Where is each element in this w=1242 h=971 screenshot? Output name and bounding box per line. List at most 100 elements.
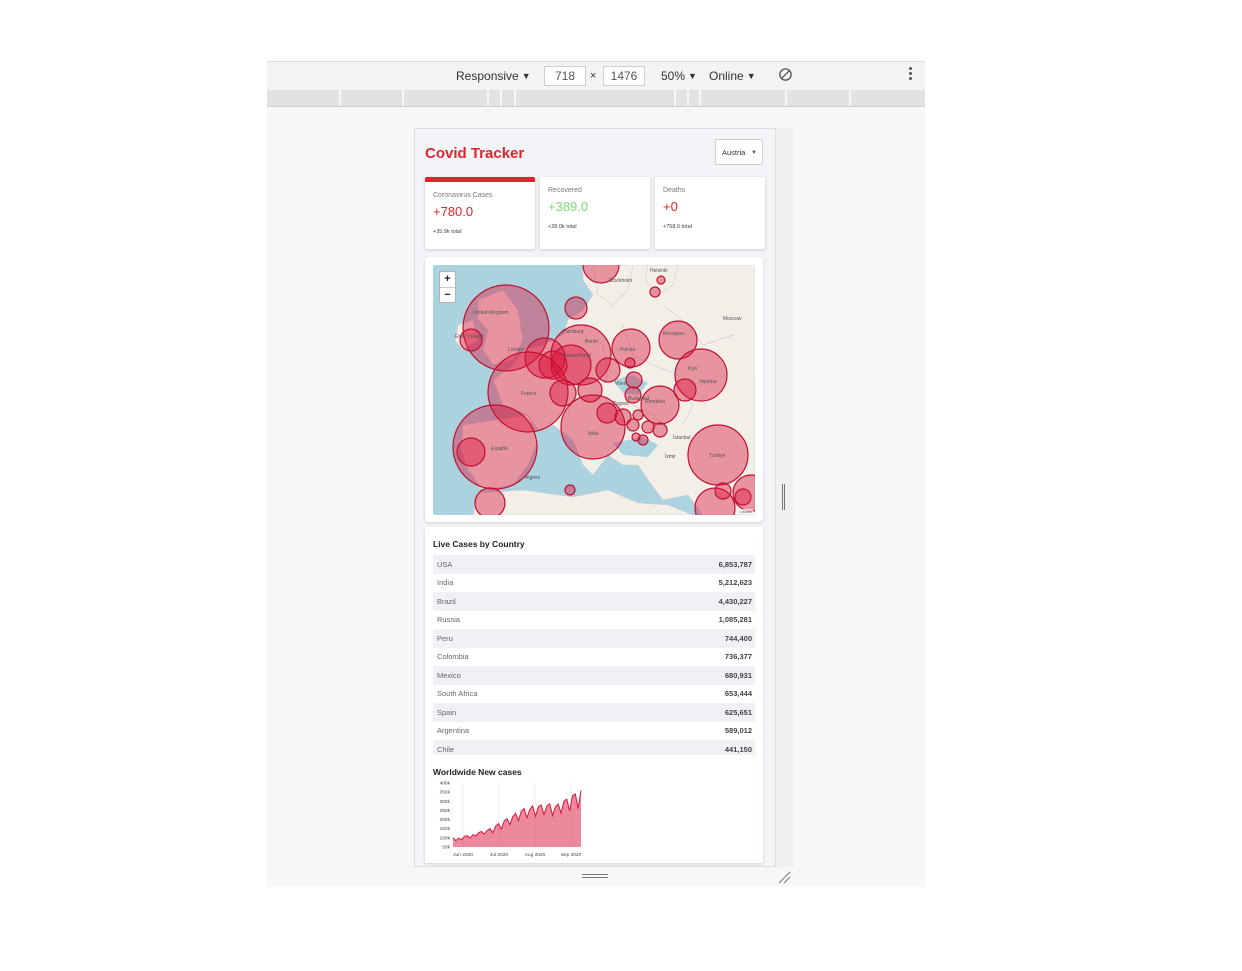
live-cases-panel: Live Cases by Country USA 6,853,787 India… (425, 527, 763, 863)
network-dropdown[interactable]: Online ▼ (709, 69, 756, 83)
more-options-icon[interactable] (909, 67, 913, 82)
stat-value: +780.0 (433, 204, 474, 219)
map-label: România (645, 399, 665, 405)
stat-value: +389.0 (548, 199, 589, 214)
map-label: İstanbul (673, 434, 691, 441)
map-label: İzmir (665, 453, 676, 460)
device-dropdown[interactable]: Responsive ▼ (456, 69, 531, 83)
country-select[interactable]: Austria ▼ (715, 139, 763, 165)
map-label: Беларусь (663, 331, 685, 337)
map-label: España (491, 446, 508, 452)
zoom-dropdown[interactable]: 50% ▼ (661, 69, 697, 83)
zoom-in-button[interactable]: + (440, 272, 455, 288)
map-label: Polska (620, 347, 635, 353)
map-label: Helsinki (650, 268, 668, 274)
caret-down-icon: ▼ (746, 71, 756, 81)
country-select-value: Austria (722, 148, 746, 157)
map-zoom-control: + − (439, 271, 456, 303)
table-row: South Africa 653,444 (433, 685, 755, 704)
country-name: Brazil (437, 596, 456, 606)
country-cases: 736,377 (724, 652, 752, 662)
map[interactable]: United Kingdom Éire / Ireland London Deu… (433, 265, 755, 515)
resize-bottom-handle[interactable] (582, 874, 608, 880)
map-label: Kyiv (688, 366, 698, 372)
country-name: India (437, 578, 454, 588)
map-label: Éire / Ireland (455, 333, 484, 340)
live-cases-table[interactable]: USA 6,853,787 India 5,212,623 Brazil 4,430,… (433, 555, 755, 755)
stat-label: Deaths (663, 187, 686, 194)
map-label: France (521, 391, 537, 397)
app-title: Covid Tracker (425, 145, 525, 162)
map-label: Zagreb (613, 401, 629, 407)
caret-down-icon: ▼ (688, 71, 697, 81)
map-label: Deutschland (563, 353, 591, 359)
area-series-line (452, 790, 582, 842)
y-tick-label: 350k (440, 790, 451, 796)
map-canvas[interactable]: United Kingdom Éire / Ireland London Deu… (433, 265, 755, 515)
width-input[interactable]: 718 (544, 66, 586, 86)
devtools-device-toolbar: Responsive ▼ 718 × 1476 50% ▼ Online ▼ (267, 61, 925, 91)
country-cases: 4,430,227 (718, 596, 752, 606)
rotate-icon[interactable] (778, 67, 793, 85)
network-label: Online (709, 69, 744, 83)
stat-label: Coronavirus Cases (433, 192, 493, 199)
map-label: United Kingdom (473, 310, 509, 316)
country-cases: 744,400 (724, 633, 752, 643)
map-label: Berlin (585, 339, 598, 345)
country-name: Chile (437, 744, 455, 754)
map-label: Türkiye (709, 453, 726, 459)
times-icon: × (590, 70, 597, 82)
resize-corner-handle[interactable] (777, 870, 791, 884)
caret-down-icon: ▼ (521, 71, 531, 81)
country-name: Spain (437, 707, 457, 717)
map-card: United Kingdom Éire / Ireland London Deu… (425, 257, 763, 522)
stat-card-deaths[interactable]: Deaths +0 +758.0 total (655, 177, 765, 249)
x-tick-label: Jul 2020 (490, 852, 508, 857)
country-cases: 6,853,787 (718, 559, 752, 569)
height-input[interactable]: 1476 (603, 66, 645, 86)
resize-right-handle[interactable] (782, 484, 786, 510)
country-name: USA (437, 559, 453, 569)
country-cases: 680,931 (724, 670, 752, 680)
table-row: Peru 744,400 (433, 629, 755, 648)
table-row: Colombia 736,377 (433, 648, 755, 667)
map-label: Україна (699, 379, 717, 385)
stat-total: +758.0 total (663, 224, 692, 230)
country-cases: 653,444 (724, 689, 752, 699)
country-cases: 5,212,623 (718, 578, 752, 588)
x-tick-label: Jun 2020 (453, 852, 473, 857)
table-row: Mexico 680,931 (433, 666, 755, 685)
map-attribution[interactable]: Leaflet (738, 509, 753, 514)
table-row: Chile 441,150 (433, 740, 755, 755)
x-tick-label: Sep 2020 (561, 852, 582, 857)
stat-total: +35.9k total (433, 229, 462, 235)
country-name: Mexico (437, 670, 461, 680)
stat-card-recovered[interactable]: Recovered +389.0 +28.0k total (540, 177, 650, 249)
map-label: Stockholm (609, 278, 632, 284)
map-label: Italia (588, 431, 599, 437)
table-row: India 5,212,623 (433, 574, 755, 593)
map-label: Algiers (525, 475, 541, 481)
stat-card-cases[interactable]: Coronavirus Cases +780.0 +35.9k total (425, 177, 535, 249)
area-series-fill (453, 790, 581, 847)
country-cases: 589,012 (724, 726, 752, 736)
country-name: Russia (437, 615, 460, 625)
live-cases-title: Live Cases by Country (433, 539, 525, 549)
country-cases: 1,085,281 (718, 615, 752, 625)
country-name: Peru (437, 633, 453, 643)
stat-total: +28.0k total (548, 224, 577, 230)
y-tick-label: 300k (440, 799, 451, 805)
country-cases: 625,651 (724, 707, 752, 717)
stat-label: Recovered (548, 187, 582, 194)
table-row: USA 6,853,787 (433, 555, 755, 574)
country-name: Colombia (437, 652, 469, 662)
y-tick-label: 150k (440, 826, 451, 832)
map-label: London (508, 347, 525, 353)
zoom-out-button[interactable]: − (444, 289, 451, 301)
zoom-label: 50% (661, 69, 686, 83)
x-tick-label: Aug 2020 (525, 852, 546, 857)
table-row: Spain 625,651 (433, 703, 755, 722)
country-name: South Africa (437, 689, 478, 699)
map-label: Budapest (628, 396, 650, 402)
